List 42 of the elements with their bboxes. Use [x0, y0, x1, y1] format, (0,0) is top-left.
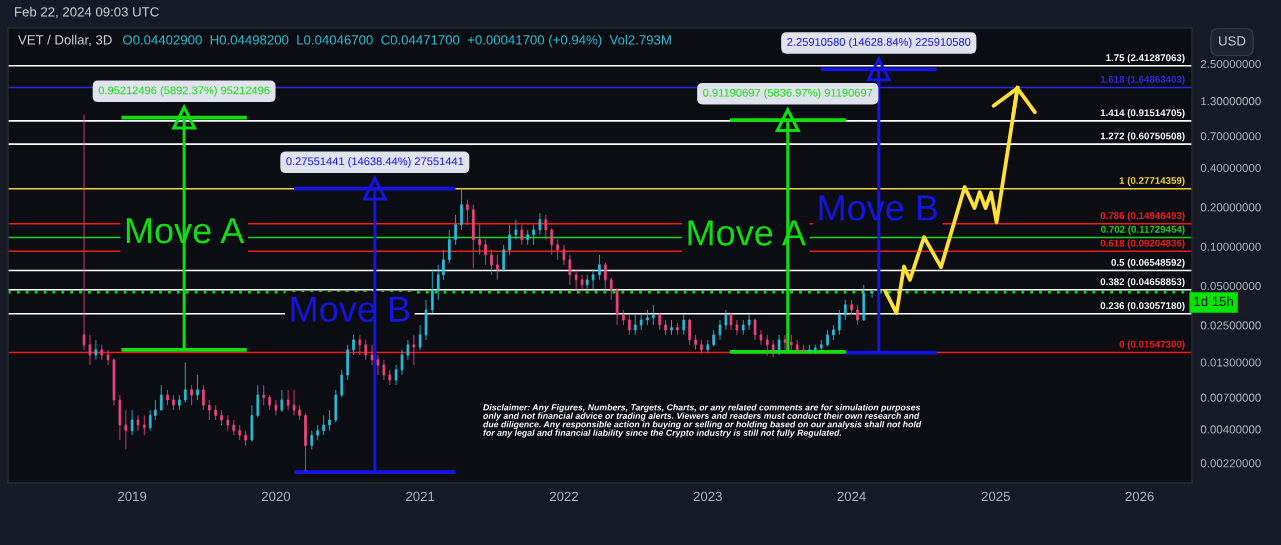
y-tick-label: 1.30000000	[1201, 97, 1261, 106]
x-tick-label: 2025	[981, 491, 1010, 502]
annotation: Disclaimer: Any Figures, Numbers, Targets, Charts, or any related comments are for simulation purposes only and not financial advice or trading alerts. Viewers and readers must conduct their own research and due diligence. Any responsible action in buying or selling or holding based on our analysis shall not hold for any legal and financial liability since the Crypto industry is still not fully Regulated.	[483, 404, 922, 438]
ref-line-label: 0.702 (0.11729454)	[1101, 225, 1185, 235]
ref-line-label: 0.5 (0.06548592)	[1111, 258, 1185, 268]
text: Feb 22, 2024 09:03 UTC	[15, 6, 159, 19]
y-tick-label: 0.01300000	[1200, 358, 1261, 367]
y-tick-label: 0.20000000	[1200, 203, 1261, 212]
ref-line-label: 0.618 (0.09204836)	[1100, 239, 1185, 249]
y-tick-label: 2.50000000	[1200, 59, 1261, 69]
x-tick-label: 2026	[1125, 491, 1154, 502]
annotation: 0.95212496 (5892.37%) 95212496	[98, 86, 270, 97]
text: USD	[1219, 36, 1246, 46]
y-tick-label: 0.10000000	[1200, 242, 1261, 251]
ref-line-label: 0.786 (0.14946493)	[1100, 211, 1185, 221]
ref-line-label: 1.414 (0.91514705)	[1100, 109, 1185, 119]
ref-line-label: 0.236 (0.03057180)	[1100, 301, 1185, 311]
x-tick-label: 2021	[406, 491, 435, 502]
annotation: 0.27551441 (14638.44%) 27551441	[286, 157, 464, 168]
ref-line-label: 0 (0.01547300)	[1119, 340, 1185, 350]
y-tick-label: 0.00700000	[1200, 393, 1261, 402]
chart-title: VET / Dollar, 3D	[18, 34, 112, 47]
x-tick-label: 2022	[549, 491, 578, 502]
ref-line-label: 1.272 (0.60750508)	[1100, 132, 1185, 142]
y-tick-label: 0.02500000	[1200, 321, 1261, 330]
ref-line-label: 1 (0.27714359)	[1119, 176, 1185, 186]
ref-line-label: 1.75 (2.41287063)	[1106, 54, 1185, 64]
ref-line-label: 1.618 (1.64863403)	[1100, 75, 1185, 85]
y-tick-label: 0.40000000	[1200, 163, 1261, 173]
y-tick-label: 0.00400000	[1200, 425, 1261, 434]
ref-line-label: 1d 15h	[1194, 296, 1233, 307]
y-tick-label: 0.70000000	[1200, 132, 1261, 141]
y-tick-label: 0.05000000	[1200, 281, 1261, 291]
ref-line-label: 0.382 (0.04658853)	[1100, 278, 1185, 288]
x-tick-label: 2020	[261, 491, 291, 502]
y-tick-label: 0.00220000	[1200, 459, 1261, 468]
annotation: 0.91190697 (5836.97%) 91190697	[703, 88, 873, 99]
x-tick-label: 2019	[118, 491, 147, 502]
annotation: 2.25910580 (14628.84%) 225910580	[787, 37, 971, 49]
chart-subtitle: O0.04402900 H0.04498200 L0.04046700 C0.04471700 +0.00041700 (+0.94%) Vol2.793M	[123, 34, 671, 48]
x-tick-label: 2023	[693, 491, 722, 502]
x-tick-label: 2024	[837, 491, 866, 502]
